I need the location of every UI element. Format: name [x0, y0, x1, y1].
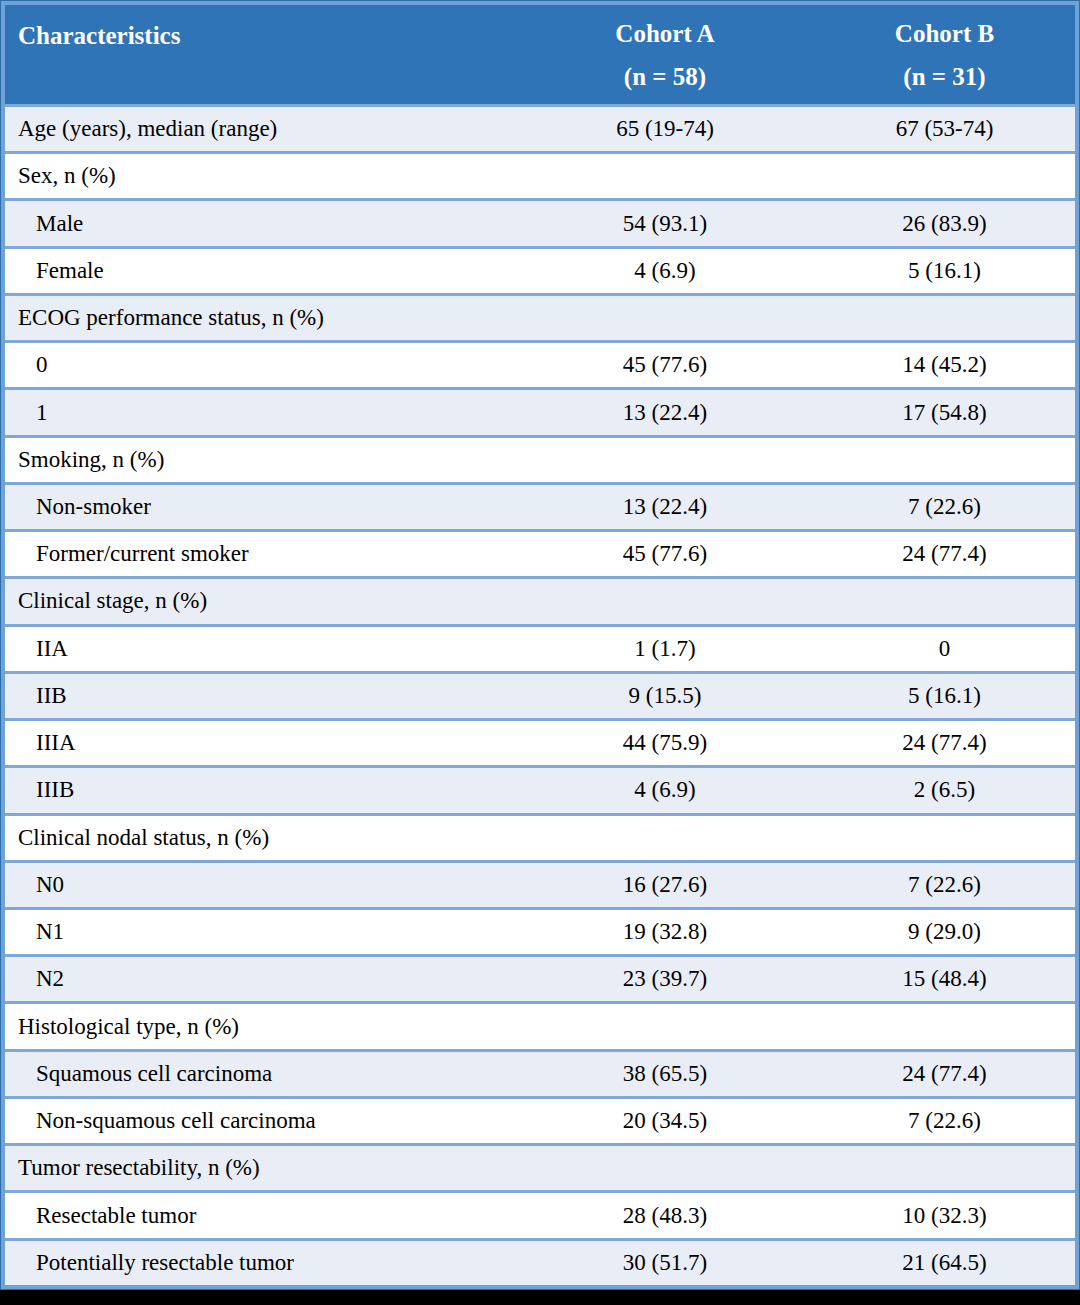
table-row: Former/current smoker 45 (77.6) 24 (77.4… [5, 529, 1075, 576]
table-inner-border: Characteristics Cohort A (n = 58) Cohort… [1, 1, 1079, 1289]
row-label-cell: Male [5, 211, 516, 237]
bottom-black-bar [0, 1290, 1080, 1305]
table-row: Tumor resectability, n (%) [5, 1143, 1075, 1190]
table-row: Non-smoker 13 (22.4) 7 (22.6) [5, 482, 1075, 529]
table-row: ECOG performance status, n (%) [5, 293, 1075, 340]
cohort-a-n: (n = 58) [624, 63, 706, 91]
row-label-cell: Female [5, 258, 516, 284]
table-row: 0 45 (77.6) 14 (45.2) [5, 340, 1075, 387]
row-label-cell: Clinical nodal status, n (%) [5, 825, 516, 851]
cohort-b-value-cell: 5 (16.1) [814, 258, 1075, 284]
cohort-a-value-cell: 4 (6.9) [516, 777, 814, 803]
cohort-a-value-cell: 44 (75.9) [516, 730, 814, 756]
row-label-cell: Histological type, n (%) [5, 1014, 516, 1040]
cohort-a-value-cell: 65 (19-74) [516, 116, 814, 142]
row-label-cell: 1 [5, 400, 516, 426]
cohort-b-value-cell: 14 (45.2) [814, 352, 1075, 378]
row-label-cell: Clinical stage, n (%) [5, 588, 516, 614]
row-label-cell: Tumor resectability, n (%) [5, 1155, 516, 1181]
cohort-b-value-cell: 5 (16.1) [814, 683, 1075, 709]
row-label-cell: Non-smoker [5, 494, 516, 520]
table-row: IIB 9 (15.5) 5 (16.1) [5, 671, 1075, 718]
row-label-cell: N2 [5, 966, 516, 992]
table-row: IIIB 4 (6.9) 2 (6.5) [5, 765, 1075, 812]
cohort-a-value-cell: 45 (77.6) [516, 541, 814, 567]
row-label-cell: IIA [5, 636, 516, 662]
row-label-cell: Age (years), median (range) [5, 116, 516, 142]
table-row: 1 13 (22.4) 17 (54.8) [5, 387, 1075, 434]
cohort-b-value-cell: 15 (48.4) [814, 966, 1075, 992]
cohort-a-value-cell: 45 (77.6) [516, 352, 814, 378]
table-row: N1 19 (32.8) 9 (29.0) [5, 907, 1075, 954]
row-label-cell: Resectable tumor [5, 1203, 516, 1229]
row-label-cell: Potentially resectable tumor [5, 1250, 516, 1276]
cohort-b-value-cell: 7 (22.6) [814, 494, 1075, 520]
cohort-a-value-cell: 30 (51.7) [516, 1250, 814, 1276]
table-row: Clinical nodal status, n (%) [5, 813, 1075, 860]
cohort-b-value-cell: 24 (77.4) [814, 730, 1075, 756]
cohort-b-value-cell: 10 (32.3) [814, 1203, 1075, 1229]
row-label-cell: Sex, n (%) [5, 163, 516, 189]
row-label-cell: IIB [5, 683, 516, 709]
row-label-cell: Non-squamous cell carcinoma [5, 1108, 516, 1134]
row-label-cell: ECOG performance status, n (%) [5, 305, 516, 331]
cohort-b-value-cell: 21 (64.5) [814, 1250, 1075, 1276]
row-label-cell: N1 [5, 919, 516, 945]
cohort-a-label: Cohort A [615, 20, 714, 48]
cohort-a-value-cell: 38 (65.5) [516, 1061, 814, 1087]
characteristics-table: Characteristics Cohort A (n = 58) Cohort… [0, 0, 1080, 1290]
table-row: Clinical stage, n (%) [5, 576, 1075, 623]
column-header-cohort-a: Cohort A (n = 58) [516, 5, 814, 104]
table-row: Squamous cell carcinoma 38 (65.5) 24 (77… [5, 1049, 1075, 1096]
table-header-row: Characteristics Cohort A (n = 58) Cohort… [5, 5, 1075, 104]
cohort-a-value-cell: 13 (22.4) [516, 400, 814, 426]
row-label-cell: IIIB [5, 777, 516, 803]
table-row: Smoking, n (%) [5, 435, 1075, 482]
table-row: Age (years), median (range) 65 (19-74) 6… [5, 104, 1075, 151]
cohort-b-value-cell: 0 [814, 636, 1075, 662]
table-row: IIA 1 (1.7) 0 [5, 624, 1075, 671]
table-row: Histological type, n (%) [5, 1001, 1075, 1048]
table-row: N0 16 (27.6) 7 (22.6) [5, 860, 1075, 907]
row-label-cell: N0 [5, 872, 516, 898]
table-row: Potentially resectable tumor 30 (51.7) 2… [5, 1238, 1075, 1285]
cohort-a-value-cell: 28 (48.3) [516, 1203, 814, 1229]
table-row: Male 54 (93.1) 26 (83.9) [5, 198, 1075, 245]
table-row: Non-squamous cell carcinoma 20 (34.5) 7 … [5, 1096, 1075, 1143]
table-row: Female 4 (6.9) 5 (16.1) [5, 246, 1075, 293]
cohort-b-value-cell: 9 (29.0) [814, 919, 1075, 945]
cohort-b-value-cell: 24 (77.4) [814, 1061, 1075, 1087]
table-row: N2 23 (39.7) 15 (48.4) [5, 954, 1075, 1001]
row-label-cell: Squamous cell carcinoma [5, 1061, 516, 1087]
row-label-cell: 0 [5, 352, 516, 378]
row-label-cell: IIIA [5, 730, 516, 756]
cohort-b-value-cell: 7 (22.6) [814, 1108, 1075, 1134]
cohort-a-value-cell: 23 (39.7) [516, 966, 814, 992]
cohort-a-value-cell: 54 (93.1) [516, 211, 814, 237]
cohort-a-value-cell: 4 (6.9) [516, 258, 814, 284]
cohort-a-value-cell: 20 (34.5) [516, 1108, 814, 1134]
cohort-b-value-cell: 67 (53-74) [814, 116, 1075, 142]
column-header-characteristics: Characteristics [5, 5, 516, 104]
table-body: Age (years), median (range) 65 (19-74) 6… [5, 104, 1075, 1285]
cohort-a-value-cell: 19 (32.8) [516, 919, 814, 945]
cohort-b-value-cell: 24 (77.4) [814, 541, 1075, 567]
cohort-a-value-cell: 13 (22.4) [516, 494, 814, 520]
cohort-b-value-cell: 26 (83.9) [814, 211, 1075, 237]
cohort-b-value-cell: 17 (54.8) [814, 400, 1075, 426]
column-header-cohort-b: Cohort B (n = 31) [814, 5, 1075, 104]
cohort-a-value-cell: 1 (1.7) [516, 636, 814, 662]
cohort-b-value-cell: 7 (22.6) [814, 872, 1075, 898]
patient-characteristics-table-page: Characteristics Cohort A (n = 58) Cohort… [0, 0, 1080, 1305]
cohort-a-value-cell: 9 (15.5) [516, 683, 814, 709]
cohort-b-value-cell: 2 (6.5) [814, 777, 1075, 803]
table-row: Resectable tumor 28 (48.3) 10 (32.3) [5, 1190, 1075, 1237]
cohort-a-value-cell: 16 (27.6) [516, 872, 814, 898]
row-label-cell: Former/current smoker [5, 541, 516, 567]
cohort-b-label: Cohort B [895, 20, 994, 48]
table-row: IIIA 44 (75.9) 24 (77.4) [5, 718, 1075, 765]
cohort-b-n: (n = 31) [903, 63, 985, 91]
row-label-cell: Smoking, n (%) [5, 447, 516, 473]
table-row: Sex, n (%) [5, 151, 1075, 198]
